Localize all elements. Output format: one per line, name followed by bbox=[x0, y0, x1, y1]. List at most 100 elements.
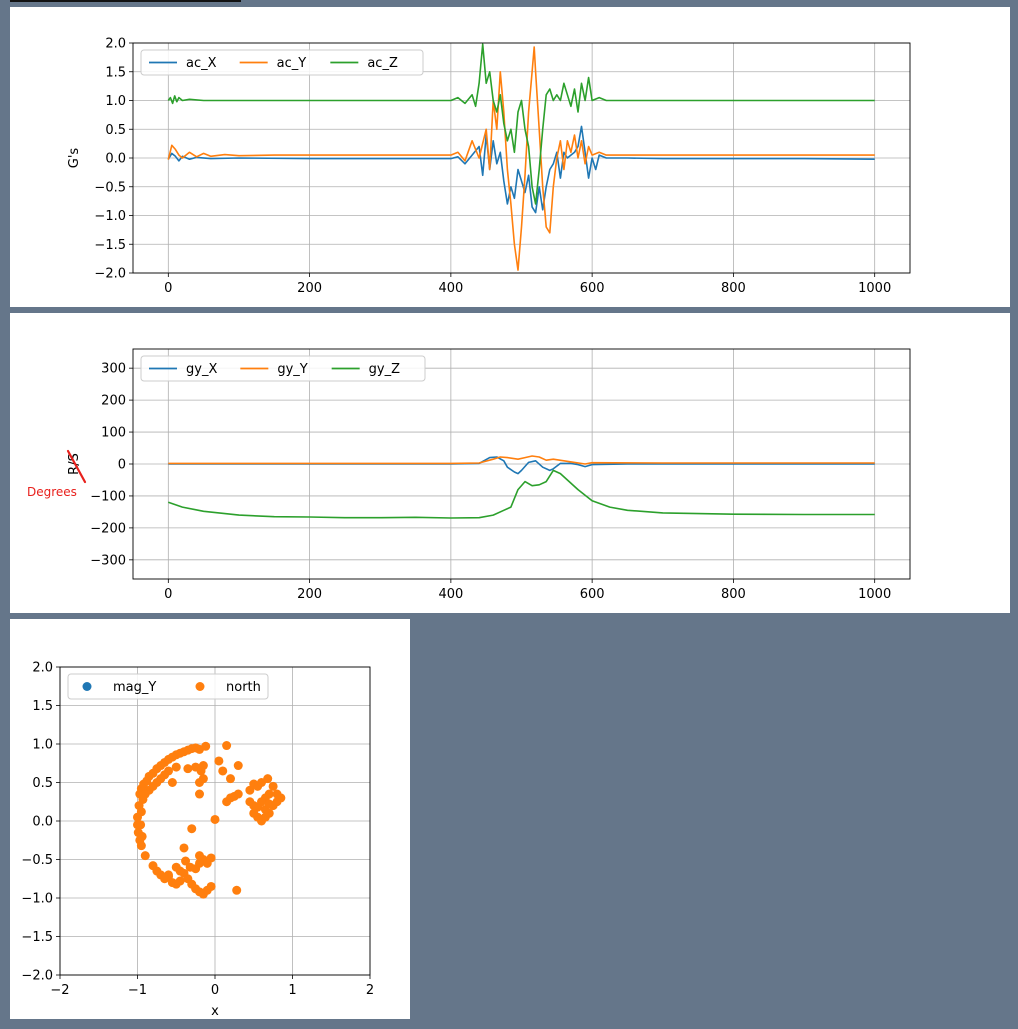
x-tick-label: 0 bbox=[164, 281, 172, 296]
x-tick-label: 800 bbox=[721, 281, 746, 296]
gyroscope-chart: 020040060080010003002001000−100−200−300T… bbox=[27, 348, 911, 613]
scatter-point-north bbox=[206, 881, 216, 891]
x-tick-label: −1 bbox=[128, 983, 147, 998]
scatter-point-north bbox=[214, 756, 224, 766]
legend-box bbox=[67, 673, 269, 700]
x-tick-label: 800 bbox=[721, 587, 746, 602]
scatter-point-north bbox=[233, 761, 243, 771]
x-tick-label: 600 bbox=[580, 587, 605, 602]
legend-swatch-mag_Y bbox=[82, 682, 92, 691]
scatter-point-north bbox=[175, 876, 185, 886]
y-tick-label: 200 bbox=[101, 394, 126, 409]
y-tick-label: 300 bbox=[101, 362, 126, 377]
scatter-point-north bbox=[272, 789, 282, 799]
legend: mag_Y north bbox=[67, 673, 269, 700]
scatter-point-north bbox=[206, 853, 216, 863]
scatter-point-north bbox=[226, 774, 235, 784]
annotation-label: Degrees bbox=[27, 485, 77, 499]
scatter-point-north bbox=[268, 781, 278, 791]
x-tick-label: 600 bbox=[580, 281, 605, 296]
y-tick-label: 0.5 bbox=[105, 123, 126, 138]
scatter-point-north bbox=[140, 851, 150, 861]
scatter-point-north bbox=[249, 801, 259, 811]
y-tick-label: 100 bbox=[101, 426, 126, 441]
magnetometer-chart-panel: −2 −1 0 1 2 2.0 1.5 1.0 0.5 0.0 −0.5 −1.0 −1.5 −2.0 x m… bbox=[10, 619, 410, 1019]
strike-mark bbox=[66, 449, 87, 484]
plot-data bbox=[168, 455, 875, 519]
scatter-point-north bbox=[264, 799, 274, 809]
y-tick-label: −1.5 bbox=[21, 930, 53, 945]
x-axis-label: x bbox=[211, 1004, 219, 1019]
y-tick-label: 0.0 bbox=[32, 815, 53, 830]
y-tick-label: 1.0 bbox=[32, 738, 53, 753]
scatter-point-north bbox=[222, 741, 232, 751]
scatter-point-north bbox=[136, 807, 146, 817]
y-tick-label: −1.0 bbox=[94, 209, 126, 224]
axes-frame bbox=[132, 348, 911, 580]
y-tick-label: 0.5 bbox=[32, 776, 53, 791]
y-tick-label: −200 bbox=[90, 521, 126, 536]
scatter-point-north bbox=[191, 864, 201, 874]
scatter-point-north bbox=[195, 789, 204, 799]
x-tick-label: 400 bbox=[438, 587, 463, 602]
y-tick-label: 1.5 bbox=[105, 65, 126, 80]
y-tick-label: −2.0 bbox=[94, 267, 126, 282]
y-tick-label: −100 bbox=[90, 489, 126, 504]
y-tick-label: 1.0 bbox=[105, 94, 126, 109]
x-tick-label: 1000 bbox=[858, 587, 891, 602]
y-tick-label: 1.5 bbox=[32, 699, 53, 714]
y-tick-label: −0.5 bbox=[21, 853, 53, 868]
legend-label-ac_Y: ac_Y bbox=[277, 56, 307, 71]
y-tick-label: 0.0 bbox=[105, 152, 126, 167]
scatter-point-north bbox=[198, 761, 208, 771]
scatter-point-north bbox=[136, 841, 146, 851]
scatter-point-north bbox=[201, 741, 211, 751]
series-line-gy_X bbox=[168, 456, 875, 475]
legend-box bbox=[140, 355, 426, 382]
scatter-point-north bbox=[232, 885, 242, 895]
legend: gy_X gy_Y gy_Z bbox=[140, 355, 426, 382]
x-axis-label: Time bbox=[505, 306, 538, 307]
legend-swatch-north bbox=[195, 682, 205, 691]
series-line-gy_Z bbox=[168, 469, 875, 519]
legend-label-gy_X: gy_X bbox=[186, 362, 217, 377]
series-line-ac_Z bbox=[167, 43, 875, 205]
y-tick-label: 2.0 bbox=[105, 37, 126, 52]
x-tick-label: 1 bbox=[288, 983, 296, 998]
series-line-ac_X bbox=[167, 125, 875, 214]
y-tick-label: 2.0 bbox=[32, 661, 53, 676]
axes-frame bbox=[59, 666, 371, 976]
y-tick-label: 0 bbox=[118, 458, 126, 473]
x-tick-label: 0 bbox=[164, 587, 172, 602]
scatter-point-north bbox=[263, 774, 273, 784]
magnetometer-chart: −2 −1 0 1 2 2.0 1.5 1.0 0.5 0.0 −0.5 −1.0 −1.5 −2.0 x m… bbox=[21, 661, 374, 1020]
x-tick-label: 2 bbox=[366, 983, 374, 998]
x-tick-label: 0 bbox=[211, 983, 219, 998]
accelerometer-chart: 0 200 400 600 800 1000 2.0 1.5 1.0 0.5 0.0 −0.5 −1.0… bbox=[67, 37, 911, 307]
scatter-point-north bbox=[160, 874, 170, 884]
legend-label-mag_Y: mag_Y bbox=[113, 680, 156, 695]
series-line-gy_Y bbox=[168, 455, 875, 465]
window-top-bar bbox=[10, 0, 241, 2]
scatter-point-north bbox=[198, 774, 208, 784]
y-tick-label: −300 bbox=[90, 553, 126, 568]
scatter-point-north bbox=[171, 762, 181, 772]
x-tick-label: 400 bbox=[438, 281, 463, 296]
scatter-point-north bbox=[179, 843, 189, 853]
scatter-point-north bbox=[218, 766, 228, 776]
scatter-point-north bbox=[233, 789, 243, 799]
x-tick-label: −2 bbox=[50, 983, 69, 998]
scatter-point-north bbox=[138, 794, 148, 804]
accelerometer-chart-panel: 0 200 400 600 800 1000 2.0 1.5 1.0 0.5 0.0 −0.5 −1.0… bbox=[10, 7, 1010, 307]
y-tick-label: −1.0 bbox=[21, 892, 53, 907]
y-tick-label: −2.0 bbox=[21, 969, 53, 984]
legend-label-ac_X: ac_X bbox=[186, 56, 217, 71]
y-axis-label: G's bbox=[67, 148, 82, 169]
legend-label-gy_Z: gy_Z bbox=[369, 362, 400, 377]
series-line-ac_Y bbox=[167, 46, 875, 271]
plot-data bbox=[133, 741, 286, 899]
x-tick-label: 1000 bbox=[858, 281, 891, 296]
x-tick-label: 200 bbox=[297, 281, 322, 296]
scatter-point-north bbox=[187, 824, 197, 834]
gyroscope-chart-panel: 020040060080010003002001000−100−200−300T… bbox=[10, 313, 1010, 613]
